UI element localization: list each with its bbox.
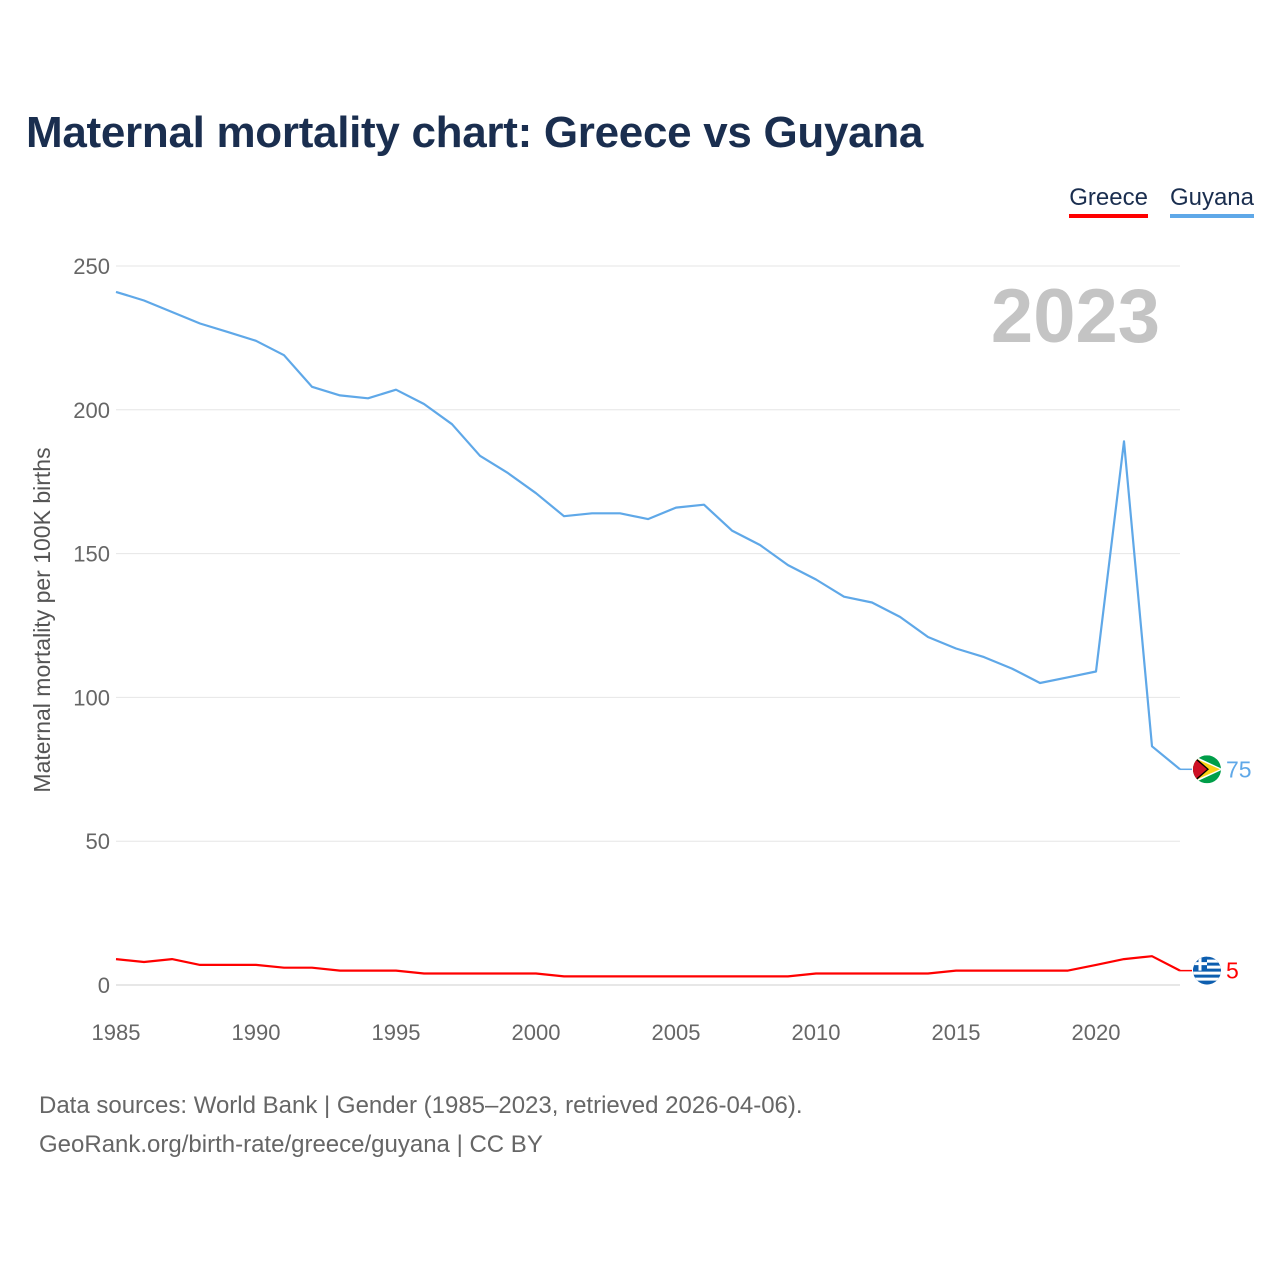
footer-source: Data sources: World Bank | Gender (1985–… (39, 1092, 803, 1119)
y-axis-label: Maternal mortality per 100K births (29, 447, 55, 792)
y-tick-label: 200 (73, 398, 110, 423)
footer: Data sources: World Bank | Gender (1985–… (39, 1086, 803, 1164)
y-tick-label: 0 (98, 973, 110, 998)
x-tick-label: 1990 (232, 1020, 281, 1045)
greece-flag-icon (1193, 956, 1221, 985)
y-tick-label: 100 (73, 685, 110, 710)
x-tick-label: 2000 (512, 1020, 561, 1045)
gridlines (116, 265, 1180, 986)
y-tick-label: 50 (86, 829, 110, 854)
series-line-greece[interactable] (115, 955, 1181, 978)
chart-title: Maternal mortality chart: Greece vs Guya… (26, 108, 924, 157)
x-tick-label: 2015 (932, 1020, 981, 1045)
legend-item-guyana[interactable]: Guyana (1169, 184, 1254, 218)
end-label-greece: 5 (1226, 958, 1239, 984)
x-tick-label: 2010 (792, 1020, 841, 1045)
y-tick-label: 150 (73, 542, 110, 567)
y-tick-label: 250 (73, 254, 110, 279)
x-tick-label: 1995 (372, 1020, 421, 1045)
guyana-flag-icon (1193, 755, 1221, 784)
x-tick-label: 1985 (92, 1020, 141, 1045)
legend-item-greece[interactable]: Greece (1069, 184, 1148, 218)
year-watermark: 2023 (991, 274, 1160, 359)
y-axis-ticks: 0 50 100 150 200 250 (73, 254, 110, 998)
x-axis-ticks: 1985 1990 1995 2000 2005 2010 2015 2020 (92, 1020, 1121, 1045)
x-tick-label: 2005 (652, 1020, 701, 1045)
footer-link[interactable]: GeoRank.org/birth-rate/greece/guyana | C… (39, 1131, 543, 1158)
legend: Greece Guyana (1069, 184, 1254, 218)
series-line-guyana[interactable] (115, 290, 1181, 771)
x-tick-label: 2020 (1072, 1020, 1121, 1045)
series-lines (115, 290, 1192, 978)
end-label-guyana: 75 (1226, 756, 1252, 782)
